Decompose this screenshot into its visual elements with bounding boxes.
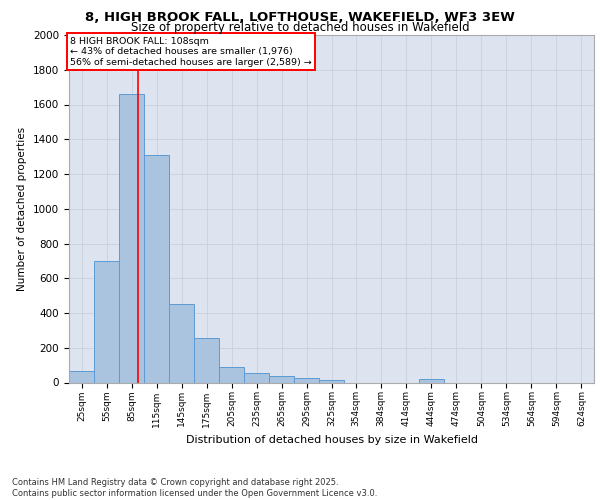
Bar: [244, 373, 269, 382]
Bar: [69, 371, 94, 382]
Bar: [194, 338, 219, 382]
Bar: [319, 380, 344, 382]
Bar: [144, 155, 169, 382]
Y-axis label: Number of detached properties: Number of detached properties: [17, 126, 28, 291]
Bar: [94, 261, 119, 382]
Bar: [419, 379, 444, 382]
Text: Contains HM Land Registry data © Crown copyright and database right 2025.
Contai: Contains HM Land Registry data © Crown c…: [12, 478, 377, 498]
X-axis label: Distribution of detached houses by size in Wakefield: Distribution of detached houses by size …: [185, 435, 478, 445]
Text: Size of property relative to detached houses in Wakefield: Size of property relative to detached ho…: [131, 22, 469, 35]
Bar: [295, 378, 319, 382]
Bar: [119, 94, 144, 382]
Text: 8, HIGH BROOK FALL, LOFTHOUSE, WAKEFIELD, WF3 3EW: 8, HIGH BROOK FALL, LOFTHOUSE, WAKEFIELD…: [85, 11, 515, 24]
Text: 8 HIGH BROOK FALL: 108sqm
← 43% of detached houses are smaller (1,976)
56% of se: 8 HIGH BROOK FALL: 108sqm ← 43% of detac…: [70, 36, 311, 66]
Bar: [219, 367, 244, 382]
Bar: [169, 304, 194, 382]
Bar: [269, 376, 295, 382]
